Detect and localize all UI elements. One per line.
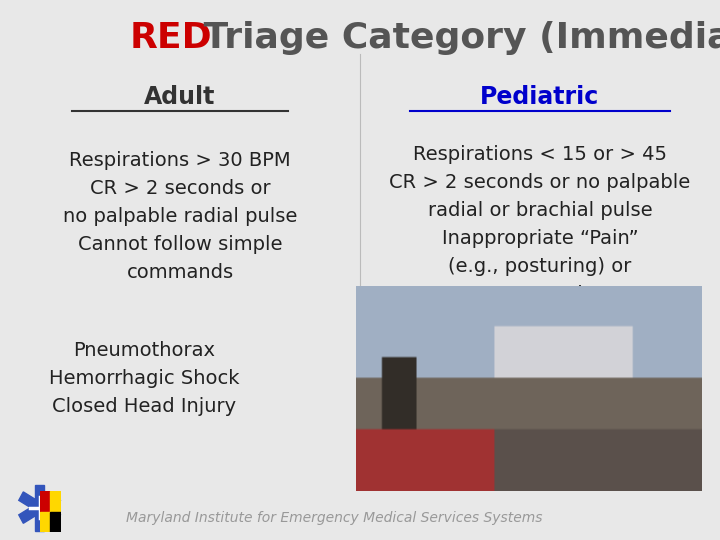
Polygon shape — [19, 492, 60, 523]
Text: Triage Category (Immediate): Triage Category (Immediate) — [191, 21, 720, 55]
Text: Maryland Institute for Emergency Medical Services Systems: Maryland Institute for Emergency Medical… — [126, 511, 542, 525]
Polygon shape — [50, 512, 61, 532]
Text: RED: RED — [130, 21, 212, 55]
Text: Adult: Adult — [144, 85, 216, 109]
Polygon shape — [35, 485, 44, 530]
Text: Pediatric: Pediatric — [480, 85, 600, 109]
Polygon shape — [40, 491, 50, 512]
Polygon shape — [19, 492, 60, 523]
Text: Pneumothorax
Hemorrhagic Shock
Closed Head Injury: Pneumothorax Hemorrhagic Shock Closed He… — [49, 341, 239, 415]
Text: Respirations > 30 BPM
CR > 2 seconds or
no palpable radial pulse
Cannot follow s: Respirations > 30 BPM CR > 2 seconds or … — [63, 151, 297, 281]
Circle shape — [30, 498, 49, 517]
Text: Respirations < 15 or > 45
CR > 2 seconds or no palpable
radial or brachial pulse: Respirations < 15 or > 45 CR > 2 seconds… — [390, 145, 690, 303]
Polygon shape — [50, 491, 61, 512]
Polygon shape — [40, 512, 50, 532]
